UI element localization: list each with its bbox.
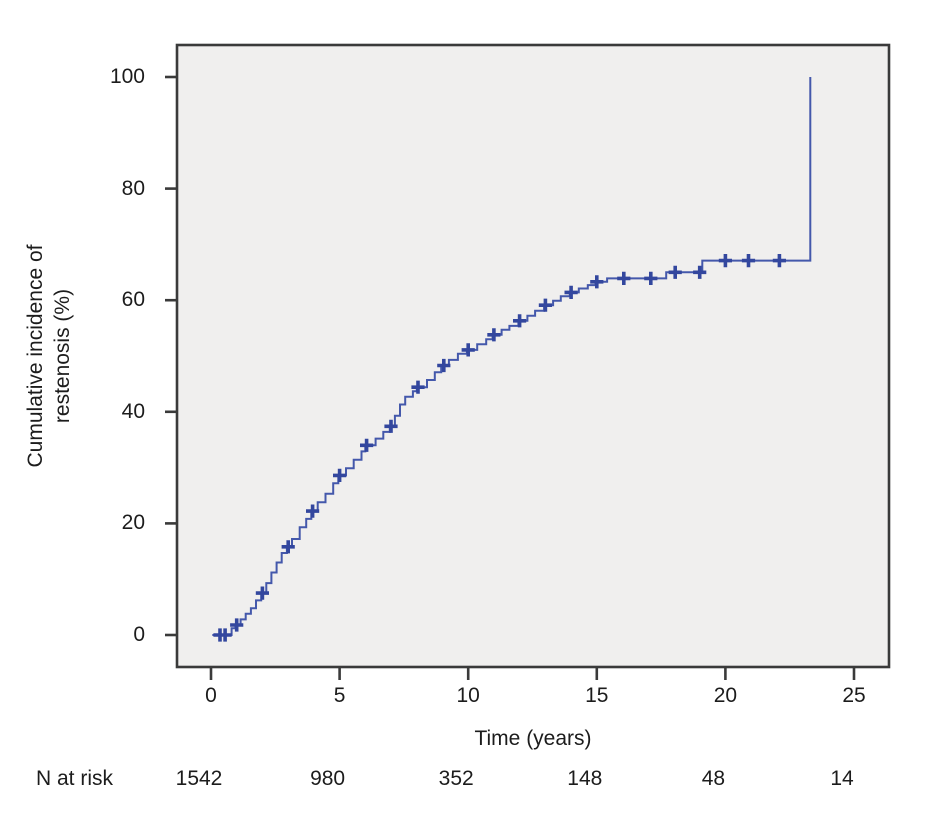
y-tick-label: 80 (121, 176, 145, 200)
x-tick-label: 0 (205, 684, 217, 707)
y-tick-label: 20 (121, 511, 145, 535)
n-at-risk-value: 1542 (175, 767, 223, 790)
x-axis-title: Time (years) (474, 727, 592, 750)
x-tick-label: 25 (842, 684, 866, 707)
y-tick-label: 60 (121, 288, 145, 312)
n-at-risk-value: 148 (567, 767, 603, 790)
x-tick-label: 20 (713, 684, 738, 707)
x-tick-label: 5 (333, 684, 346, 707)
n-at-risk-value: 352 (438, 767, 474, 790)
y-tick-label: 100 (109, 65, 145, 88)
n-at-risk-value: 48 (701, 767, 726, 790)
incidence-curve (212, 77, 812, 636)
n-at-risk-label: N at risk (36, 767, 114, 790)
x-tick-label: 15 (585, 684, 609, 707)
n-at-risk-value: 980 (310, 767, 346, 790)
n-at-risk-value: 14 (830, 767, 854, 790)
plot-area (175, 43, 891, 669)
y-axis-label-line1: Cumulative incidence of (24, 244, 47, 468)
y-axis-label: Cumulative incidence of restenosis (%) (22, 146, 76, 566)
y-axis-label-line2: restenosis (%) (51, 288, 74, 424)
x-tick-label: 10 (456, 684, 480, 707)
y-tick-label: 0 (133, 623, 145, 646)
y-tick-label: 40 (121, 399, 145, 423)
censor-marks (213, 254, 786, 642)
